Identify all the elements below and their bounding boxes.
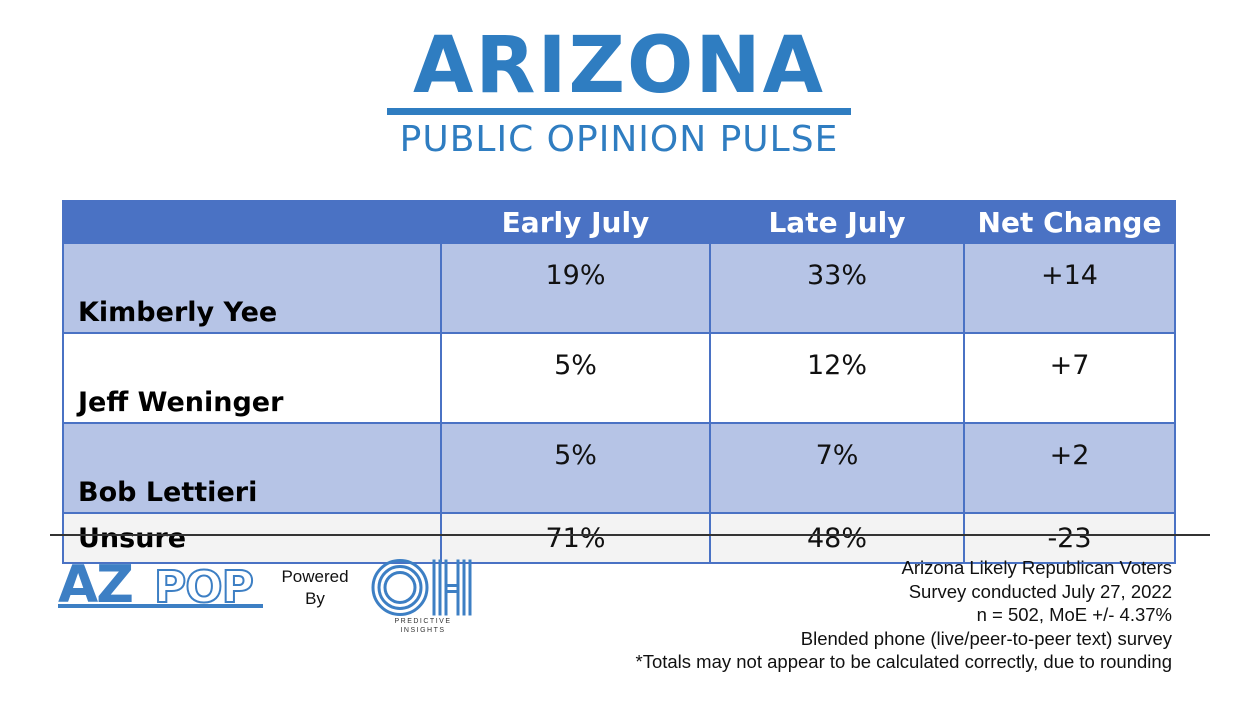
brand-title: Arizona <box>413 21 825 111</box>
note-line: Arizona Likely Republican Voters <box>901 557 1172 578</box>
header-early-july: Early July <box>440 200 711 244</box>
row-early-july: 5% <box>440 332 711 424</box>
caption-line-2: INSIGHTS <box>400 627 446 634</box>
poll-results-table: Early July Late July Net Change Kimberly… <box>62 200 1176 564</box>
svg-text:POP: POP <box>154 562 253 610</box>
header-candidate <box>62 200 442 244</box>
note-line: Blended phone (live/peer-to-peer text) s… <box>800 627 1172 649</box>
note-line: n = 502, MoE +/- 4.37% <box>976 604 1172 625</box>
row-late-july: 48% <box>709 512 965 564</box>
brand-subtitle: PUBLIC OPINION PULSE <box>399 119 839 160</box>
row-net-change: -23 <box>963 512 1176 564</box>
survey-notes: Arizona Likely Republican Voters Survey … <box>636 556 1172 674</box>
by-label: By <box>305 589 325 608</box>
oh-logo-caption: PREDICTIVE INSIGHTS <box>372 617 474 635</box>
header-net-change: Net Change <box>963 200 1176 244</box>
arizona-public-opinion-pulse-logo: Arizona PUBLIC OPINION PULSE <box>385 22 853 162</box>
table-header-row: Early July Late July Net Change <box>62 200 1176 244</box>
note-line: Survey conducted July 27, 2022 <box>908 580 1172 602</box>
row-net-change: +7 <box>963 332 1176 424</box>
table-row: Kimberly Yee 19% 33% +14 <box>62 242 1176 334</box>
row-name: Jeff Weninger <box>62 332 442 424</box>
header-late-july: Late July <box>709 200 965 244</box>
azpop-logo: AZ POP <box>58 556 263 610</box>
row-early-july: 5% <box>440 422 711 514</box>
footer-divider <box>50 534 1210 536</box>
powered-label: Powered <box>281 567 349 586</box>
row-early-july: 19% <box>440 242 711 334</box>
row-name: Unsure <box>62 512 442 564</box>
table-row: Bob Lettieri 5% 7% +2 <box>62 422 1176 514</box>
svg-text:AZ: AZ <box>58 556 132 610</box>
row-name: Bob Lettieri <box>62 422 442 514</box>
powered-by-text: Powered By <box>272 566 358 610</box>
row-net-change: +2 <box>963 422 1176 514</box>
note-line: *Totals may not appear to be calculated … <box>635 651 1172 672</box>
row-late-july: 33% <box>709 242 965 334</box>
row-net-change: +14 <box>963 242 1176 334</box>
table-row: Jeff Weninger 5% 12% +7 <box>62 332 1176 424</box>
row-late-july: 7% <box>709 422 965 514</box>
caption-line-1: PREDICTIVE <box>394 618 452 625</box>
row-name: Kimberly Yee <box>62 242 442 334</box>
row-early-july: 71% <box>440 512 711 564</box>
row-late-july: 12% <box>709 332 965 424</box>
brand-underline <box>387 108 851 115</box>
table-row: Unsure 71% 48% -23 <box>62 512 1176 564</box>
oh-predictive-insights-logo <box>371 559 472 616</box>
